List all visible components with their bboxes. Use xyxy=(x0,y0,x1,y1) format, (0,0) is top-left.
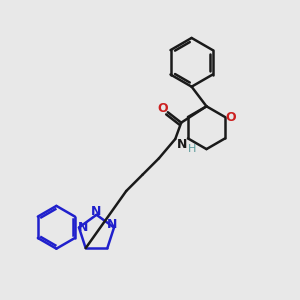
Text: N: N xyxy=(91,205,102,218)
Text: N: N xyxy=(177,138,187,151)
Text: N: N xyxy=(78,221,88,234)
Text: N: N xyxy=(106,218,117,231)
Text: H: H xyxy=(188,143,197,154)
Text: O: O xyxy=(157,102,168,115)
Text: O: O xyxy=(225,110,236,124)
